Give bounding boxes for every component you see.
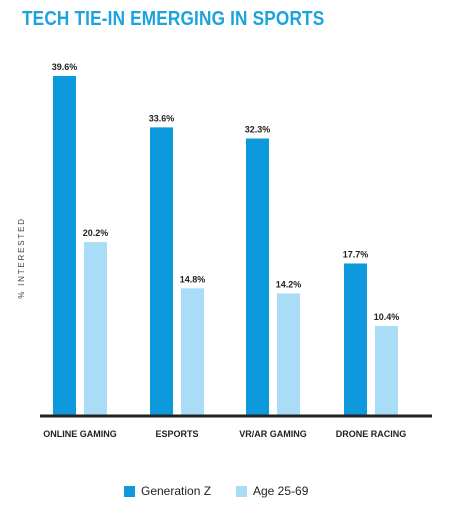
legend-swatch-generation-z xyxy=(124,485,135,497)
bar-online-gaming-age-25-69 xyxy=(84,242,107,415)
data-label-vr-ar-gaming-generation-z: 32.3% xyxy=(245,124,271,134)
x-tick-label-vr-ar-gaming: VR/AR GAMING xyxy=(239,429,307,439)
bar-drone-racing-age-25-69 xyxy=(375,325,398,415)
bar-esports-generation-z xyxy=(150,127,173,415)
data-label-esports-age-25-69: 14.8% xyxy=(180,274,206,284)
legend-swatch-age-25-69 xyxy=(236,485,247,497)
x-tick-label-drone-racing: DRONE RACING xyxy=(336,429,407,439)
data-label-drone-racing-generation-z: 17.7% xyxy=(343,249,369,259)
data-label-online-gaming-age-25-69: 20.2% xyxy=(83,228,109,238)
data-label-drone-racing-age-25-69: 10.4% xyxy=(374,312,400,322)
bar-vr-ar-gaming-generation-z xyxy=(246,138,269,415)
legend-label-generation-z: Generation Z xyxy=(141,484,212,498)
chart-title: TECH TIE-IN EMERGING IN SPORTS xyxy=(22,8,325,30)
x-tick-label-online-gaming: ONLINE GAMING xyxy=(43,429,117,439)
bar-online-gaming-generation-z xyxy=(53,76,76,415)
bar-esports-age-25-69 xyxy=(181,288,204,415)
legend-item-generation-z: Generation Z xyxy=(124,484,211,498)
data-label-online-gaming-generation-z: 39.6% xyxy=(52,62,78,72)
data-label-vr-ar-gaming-age-25-69: 14.2% xyxy=(276,279,302,289)
legend-item-age-25-69: Age 25-69 xyxy=(236,484,308,498)
x-tick-label-esports: ESPORTS xyxy=(155,429,198,439)
y-axis-label: % INTERESTED xyxy=(17,217,26,299)
legend-label-age-25-69: Age 25-69 xyxy=(253,484,309,498)
bar-vr-ar-gaming-age-25-69 xyxy=(277,293,300,415)
bar-drone-racing-generation-z xyxy=(344,263,367,415)
data-label-esports-generation-z: 33.6% xyxy=(149,113,175,123)
